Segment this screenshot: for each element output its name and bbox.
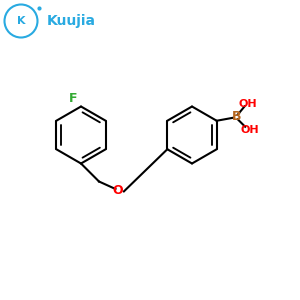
Text: B: B bbox=[231, 110, 241, 123]
Text: O: O bbox=[112, 184, 123, 197]
Text: Kuujia: Kuujia bbox=[46, 14, 95, 28]
Text: OH: OH bbox=[239, 99, 257, 109]
Text: OH: OH bbox=[240, 125, 259, 135]
Text: F: F bbox=[69, 92, 78, 106]
Text: K: K bbox=[17, 16, 25, 26]
